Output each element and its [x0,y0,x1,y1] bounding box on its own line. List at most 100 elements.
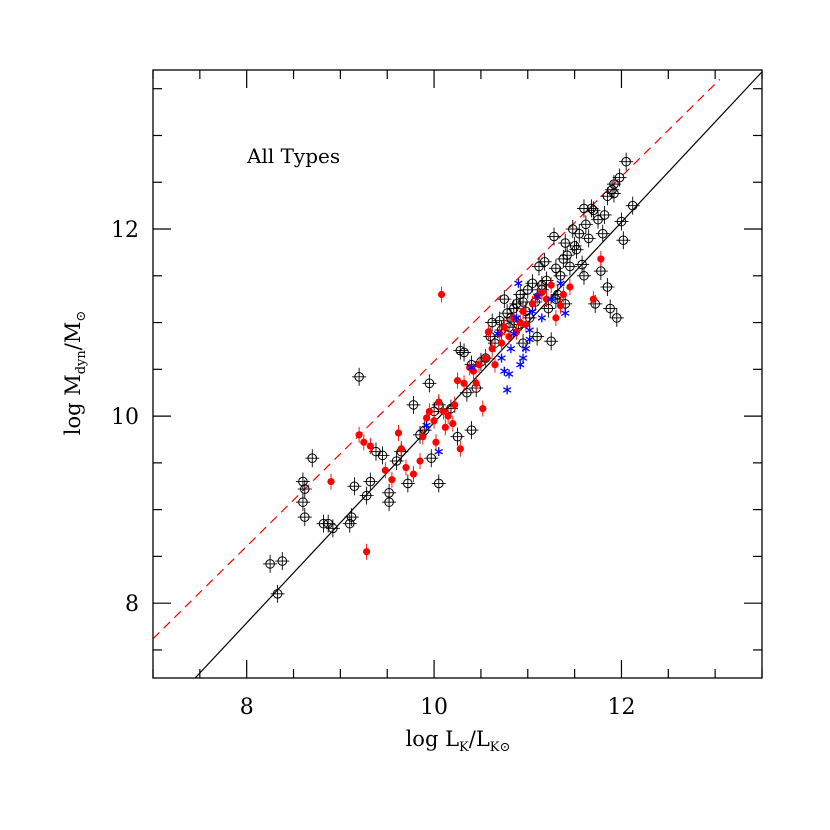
data-point [422,374,437,393]
x-tick-label: 8 [240,695,254,720]
data-point [530,327,545,346]
data-point [406,395,421,414]
data-point [464,421,479,440]
y-axis-title: log Mdyn/M⊙ [61,311,89,436]
data-point [575,255,590,274]
data-point [528,306,537,316]
data-point [297,480,312,499]
data-point [509,329,518,339]
data-point [500,319,508,336]
data-point [394,424,403,441]
data-point [363,472,378,491]
data-point [449,415,457,432]
data-point [437,286,446,303]
data-point [589,291,597,308]
data-point [344,508,359,527]
data-point [609,308,624,327]
data-point [493,329,503,339]
data-point [355,426,363,443]
data-point [451,396,459,413]
data-point [525,274,540,293]
data-point [424,449,439,468]
data-point [544,332,559,351]
data-point [566,279,574,296]
data-point [409,466,418,483]
data-point [576,199,591,218]
data-point [459,383,474,402]
data-point [402,459,410,476]
data-point [556,297,565,314]
data-point [475,356,483,373]
x-tick-label: 10 [420,695,448,720]
data-point [506,344,516,354]
data-point [619,152,634,171]
data-point [614,212,629,231]
data-point [467,362,476,372]
data-point [497,290,512,309]
data-point [389,451,404,470]
data-point [430,412,438,429]
data-point [366,438,374,455]
data-point [556,278,565,288]
x-tick-label: 12 [607,695,635,720]
data-point [578,215,593,234]
data-point [297,508,312,527]
data-point [581,229,596,248]
data-point [488,340,496,357]
data-point [382,493,397,512]
data-point [275,552,290,571]
data-point [525,325,534,335]
data-point [558,234,573,253]
data-point [600,278,615,297]
data-point [502,385,512,395]
data-point [518,353,528,363]
data-point [561,308,570,318]
data-points [263,152,640,603]
data-point [559,286,567,303]
data-point [576,266,591,285]
data-point [375,446,390,465]
data-point [479,400,487,417]
data-point [342,514,357,533]
data-point [606,184,621,203]
data-point [397,440,405,457]
data-point [444,408,452,425]
data-point [472,375,480,392]
data-point [572,224,587,243]
data-point [510,309,518,326]
data-point [456,440,464,457]
data-point [457,343,472,362]
data-point [522,316,530,333]
data-point [532,291,542,301]
data-point [347,477,362,496]
data-point [263,554,278,573]
data-point [419,428,427,445]
data-point [612,168,627,187]
fit-line-solid [194,71,763,679]
data-point [327,473,335,490]
data-point [441,419,449,436]
data-point [482,350,490,367]
plot-frame [152,69,763,679]
data-point [434,447,443,457]
data-point [360,434,368,451]
data-point [514,278,523,288]
data-point [435,394,443,411]
data-point [597,250,605,267]
data-point [400,474,415,493]
data-point [521,344,531,354]
data-point [325,519,340,538]
fit-lines [152,71,763,679]
fit-line-dashed [152,78,721,640]
data-point [516,360,525,370]
data-point [270,584,285,603]
data-point [363,543,371,560]
data-point [516,314,524,331]
data-point [352,367,367,386]
data-point [453,372,462,389]
data-point [569,240,584,259]
data-point [439,403,448,420]
data-point [625,196,640,215]
y-tick-label: 10 [111,405,139,430]
data-point [497,335,506,352]
